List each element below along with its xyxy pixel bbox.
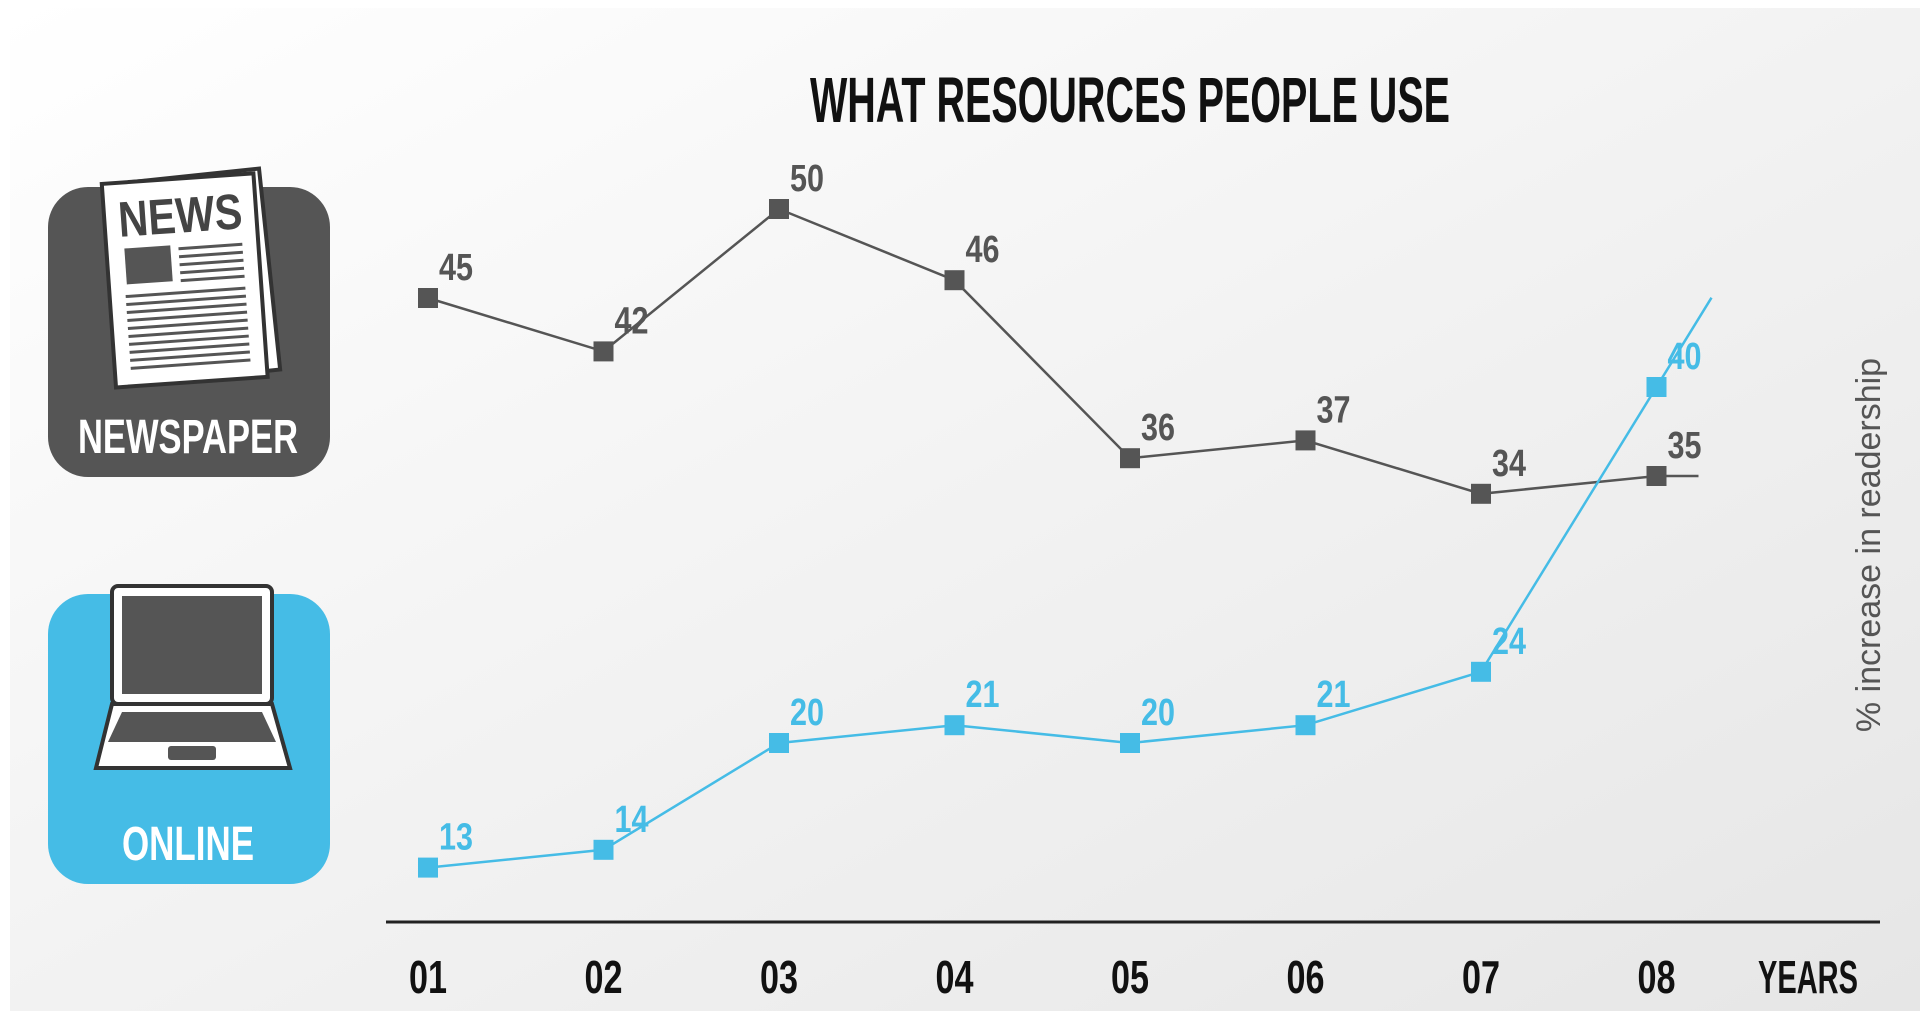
plot-area: 45 42 50 46 36 37 34 35 13 14 20 21 20 21 24 40 [418, 158, 1713, 878]
data-point-newspaper-07 [1471, 483, 1491, 504]
data-point-online-01 [418, 857, 438, 878]
data-label-newspaper-08: 35 [1668, 425, 1702, 467]
data-label-newspaper-02: 42 [615, 300, 649, 342]
data-point-online-07 [1471, 661, 1491, 682]
x-tick-label-07: 07 [1462, 951, 1500, 1003]
y-axis-label: % increase in readership [1850, 358, 1888, 732]
x-axis-ticks: 01 02 03 04 05 06 07 08 [409, 951, 1676, 1003]
chart-title: WHAT RESOURCES PEOPLE USE [810, 64, 1450, 136]
data-label-online-04: 21 [966, 674, 1000, 716]
x-tick-label-03: 03 [760, 951, 798, 1003]
data-label-online-06: 21 [1317, 674, 1351, 716]
data-label-online-01: 13 [439, 817, 473, 859]
legend-label-newspaper: NEWSPAPER [78, 411, 298, 464]
data-point-online-03 [769, 733, 789, 753]
data-point-online-05 [1120, 733, 1140, 753]
x-tick-label-02: 02 [585, 951, 623, 1003]
data-point-newspaper-05 [1120, 448, 1140, 469]
x-tick-label-04: 04 [936, 951, 974, 1003]
x-tick-label-06: 06 [1287, 951, 1325, 1003]
x-axis-label: YEARS [1758, 951, 1858, 1003]
data-label-online-05: 20 [1141, 692, 1175, 734]
legend-item-online: ONLINE [48, 584, 330, 884]
x-tick-label-01: 01 [409, 951, 447, 1003]
data-label-newspaper-01: 45 [439, 247, 473, 289]
data-label-newspaper-04: 46 [966, 229, 1000, 271]
x-tick-label-05: 05 [1111, 951, 1149, 1003]
data-point-newspaper-06 [1295, 430, 1316, 451]
data-point-newspaper-04 [944, 270, 965, 291]
legend-label-online: ONLINE [122, 818, 254, 871]
data-point-online-08 [1646, 377, 1667, 397]
data-point-online-02 [593, 839, 614, 860]
newspaper-icon: NEWS [99, 166, 283, 390]
data-point-newspaper-08 [1646, 466, 1667, 486]
data-label-online-08: 40 [1668, 336, 1702, 378]
data-point-online-06 [1295, 715, 1316, 736]
legend-item-newspaper: NEWS [48, 166, 330, 477]
data-label-newspaper-06: 37 [1317, 389, 1351, 431]
laptop-icon [93, 584, 293, 770]
data-point-newspaper-01 [418, 288, 438, 308]
data-point-newspaper-02 [593, 341, 614, 362]
newspaper-icon-text: NEWS [116, 183, 244, 248]
data-label-online-07: 24 [1492, 621, 1526, 663]
data-label-newspaper-03: 50 [790, 158, 824, 200]
data-label-newspaper-05: 36 [1141, 407, 1175, 449]
data-label-newspaper-07: 34 [1492, 443, 1526, 485]
data-label-online-02: 14 [615, 799, 649, 841]
x-tick-label-08: 08 [1638, 951, 1676, 1003]
data-point-newspaper-03 [769, 199, 789, 219]
data-label-online-03: 20 [790, 692, 824, 734]
data-point-online-04 [944, 715, 965, 736]
